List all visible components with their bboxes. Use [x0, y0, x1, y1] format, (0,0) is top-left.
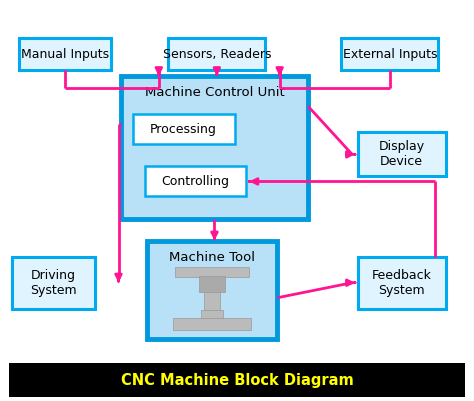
- FancyBboxPatch shape: [168, 38, 265, 70]
- Text: Controlling: Controlling: [162, 175, 229, 188]
- Bar: [201, 310, 223, 318]
- FancyBboxPatch shape: [121, 76, 308, 219]
- Bar: [199, 276, 225, 292]
- Text: Driving
System: Driving System: [30, 269, 77, 297]
- FancyBboxPatch shape: [12, 257, 95, 309]
- Bar: [175, 267, 249, 277]
- FancyBboxPatch shape: [147, 241, 277, 339]
- Text: CNC Machine Block Diagram: CNC Machine Block Diagram: [120, 373, 354, 388]
- Text: Processing: Processing: [150, 123, 217, 136]
- FancyBboxPatch shape: [341, 38, 438, 70]
- FancyBboxPatch shape: [133, 114, 235, 144]
- Text: Display
Device: Display Device: [379, 140, 425, 168]
- Text: Machine Control Unit: Machine Control Unit: [145, 86, 284, 99]
- Text: External Inputs: External Inputs: [343, 48, 437, 61]
- FancyBboxPatch shape: [9, 363, 465, 397]
- FancyBboxPatch shape: [145, 166, 246, 196]
- Bar: [173, 318, 251, 330]
- Text: Machine Tool: Machine Tool: [169, 251, 255, 263]
- Bar: [204, 272, 220, 310]
- FancyBboxPatch shape: [19, 38, 111, 70]
- Text: Manual Inputs: Manual Inputs: [21, 48, 109, 61]
- FancyBboxPatch shape: [358, 132, 446, 176]
- FancyBboxPatch shape: [358, 257, 446, 309]
- Text: Feedback
System: Feedback System: [372, 269, 432, 297]
- Text: Sensors, Readers: Sensors, Readers: [163, 48, 271, 61]
